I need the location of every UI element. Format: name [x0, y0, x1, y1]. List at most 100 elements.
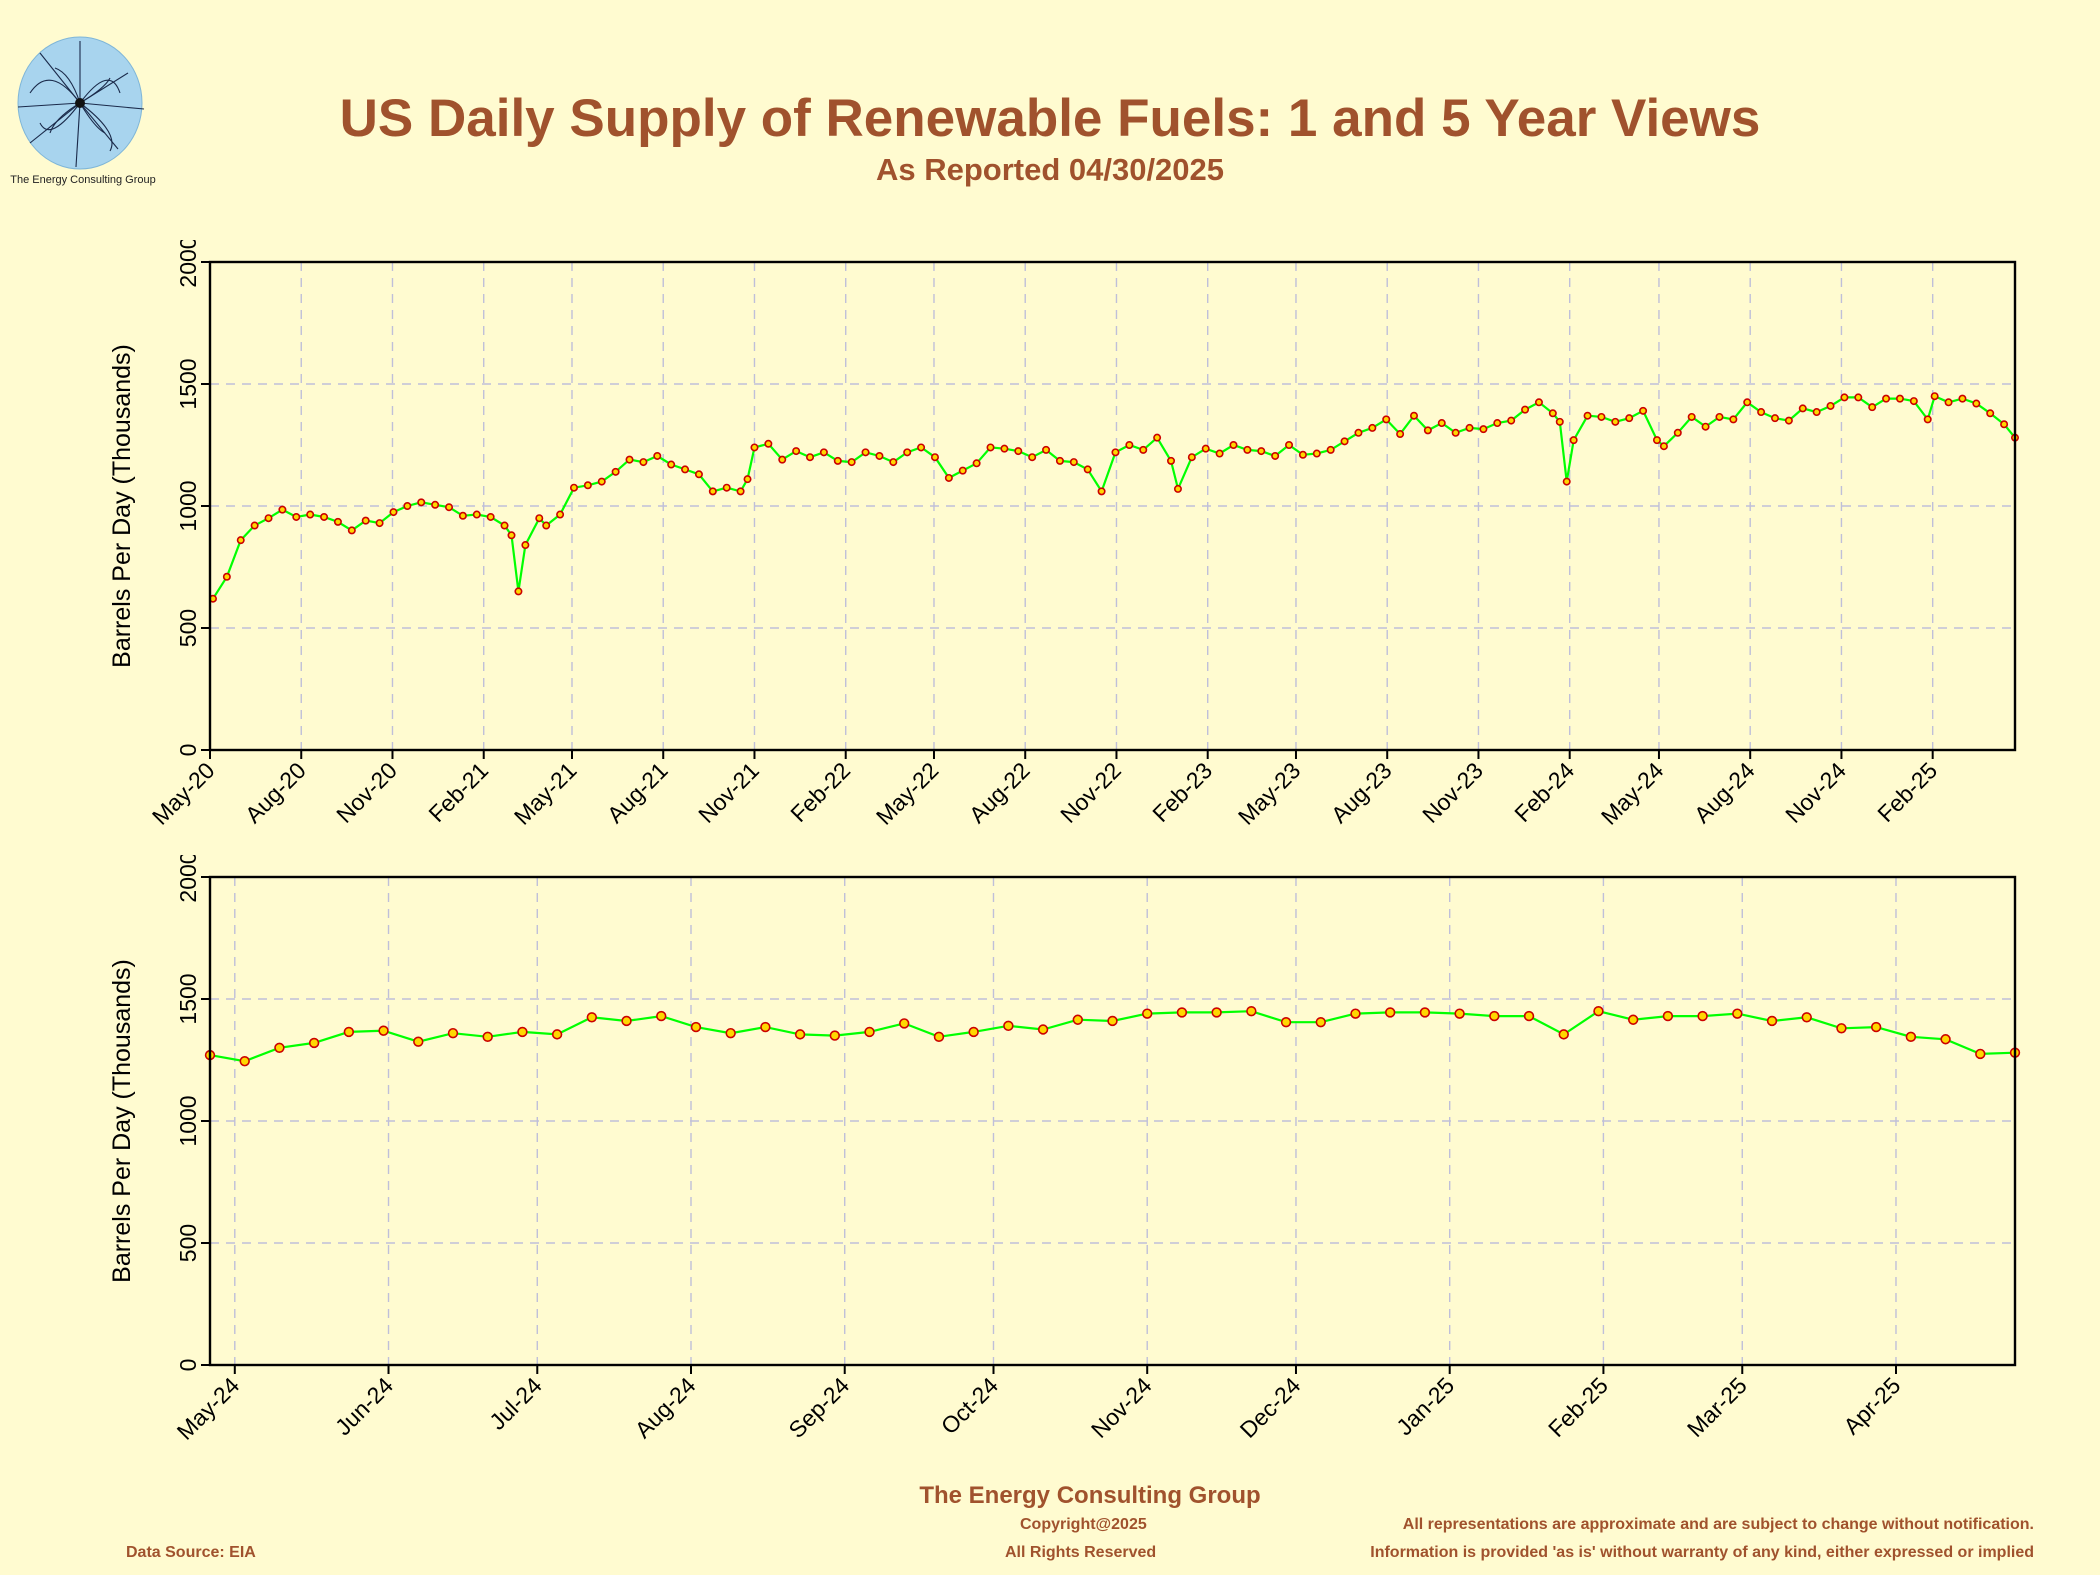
- data-point: [1625, 414, 1634, 423]
- data-point: [792, 447, 801, 456]
- data-point: [1229, 441, 1238, 450]
- data-point: [829, 1030, 841, 1041]
- five-year-chart: 0 500 1000 1500 2000 May-20 Aug-20 Nov-20 Feb-21…: [108, 240, 2020, 830]
- data-point: [819, 448, 828, 457]
- data-point: [417, 498, 426, 507]
- data-point: [1507, 416, 1516, 425]
- footer-company: The Energy Consulting Group: [919, 1482, 1261, 1509]
- data-point: [1003, 1020, 1014, 1032]
- data-point: [958, 466, 967, 475]
- data-point: [413, 1036, 424, 1047]
- data-point: [1770, 414, 1779, 423]
- data-point: [708, 487, 717, 496]
- data-point: [1801, 1012, 1812, 1023]
- data-point: [1882, 394, 1891, 403]
- data-point: [278, 505, 287, 514]
- data-point: [690, 1021, 702, 1033]
- footer-rights: All Rights Reserved: [1005, 1544, 1157, 1561]
- y-axis-label: Barrels Per Day (Thousands): [108, 959, 136, 1283]
- data-point: [1784, 416, 1793, 425]
- data-point: [569, 483, 578, 492]
- x-tick-label: Nov-24: [1086, 1372, 1157, 1443]
- data-point: [1826, 401, 1835, 410]
- data-point: [1246, 1006, 1257, 1017]
- data-point: [1072, 1014, 1083, 1025]
- data-point: [507, 531, 516, 540]
- footer-disclaimer-1: All representations are approximate and …: [1402, 1516, 2034, 1533]
- data-point: [736, 487, 745, 496]
- data-point: [899, 1018, 910, 1029]
- data-point: [472, 510, 481, 519]
- data-point: [1732, 1008, 1743, 1019]
- data-point: [1583, 411, 1592, 420]
- data-point: [722, 483, 731, 492]
- data-point: [556, 510, 565, 519]
- y-axis-label: Barrels Per Day (Thousands): [108, 344, 136, 668]
- data-point: [1905, 1031, 1917, 1043]
- x-tick-label: Feb-24: [1509, 757, 1579, 827]
- data-point: [458, 511, 467, 520]
- data-point: [1350, 1008, 1361, 1019]
- data-point: [833, 456, 842, 465]
- data-point: [1627, 1014, 1639, 1025]
- data-point: [1558, 1029, 1569, 1040]
- y-tick-label: 1000: [175, 1095, 201, 1146]
- data-point: [551, 1029, 563, 1040]
- x-tick-label: Nov-20: [331, 757, 402, 828]
- data-point: [760, 1021, 771, 1033]
- data-point: [521, 541, 530, 550]
- data-point: [1312, 449, 1321, 458]
- x-tick-label: Aug-22: [964, 757, 1035, 828]
- data-point: [1055, 456, 1064, 465]
- data-point: [1597, 412, 1606, 421]
- data-point: [806, 453, 815, 462]
- x-tick-label: Nov-23: [1417, 757, 1488, 828]
- data-point: [1173, 484, 1182, 493]
- data-point: [1687, 412, 1696, 421]
- data-point: [264, 514, 273, 523]
- data-point: [445, 503, 454, 512]
- data-point: [764, 439, 773, 448]
- data-point: [861, 448, 870, 457]
- y-tick-label: 500: [175, 1224, 201, 1262]
- data-point: [1923, 415, 1932, 424]
- data-point: [535, 514, 544, 523]
- x-tick-label: Oct-24: [936, 1372, 1003, 1439]
- data-point: [274, 1042, 285, 1054]
- data-point: [333, 517, 342, 526]
- footer-data-source: Data Source: EIA: [126, 1544, 256, 1561]
- data-point: [1396, 430, 1405, 439]
- x-tick-label: Feb-25: [1872, 757, 1942, 827]
- data-point: [1014, 447, 1023, 456]
- data-point: [1354, 428, 1363, 437]
- data-point: [1593, 1006, 1604, 1017]
- data-point: [222, 572, 231, 581]
- data-point: [347, 526, 356, 535]
- data-point: [375, 519, 384, 528]
- data-point: [1701, 422, 1710, 431]
- data-point: [653, 451, 662, 460]
- x-tick-label: May-21: [509, 757, 582, 830]
- data-point: [743, 475, 752, 484]
- data-point: [320, 512, 329, 521]
- data-point: [250, 521, 259, 530]
- y-tick-label: 1000: [175, 480, 201, 531]
- data-point: [1437, 419, 1446, 428]
- data-point: [944, 473, 953, 482]
- data-point: [972, 459, 981, 468]
- data-point: [1854, 393, 1863, 402]
- data-point: [343, 1026, 355, 1038]
- data-point: [1743, 398, 1752, 407]
- data-point: [1465, 423, 1474, 432]
- x-tick-label: Nov-22: [1055, 757, 1126, 828]
- data-point: [778, 455, 787, 464]
- data-point: [1069, 458, 1078, 467]
- x-tick-label: May-20: [147, 757, 220, 830]
- data-point: [1944, 398, 1953, 407]
- x-tick-label: May-24: [172, 1372, 245, 1445]
- data-point: [1766, 1015, 1778, 1027]
- data-point: [583, 481, 592, 490]
- data-point: [1870, 1021, 1882, 1033]
- data-point: [1083, 465, 1092, 474]
- data-point: [794, 1029, 806, 1040]
